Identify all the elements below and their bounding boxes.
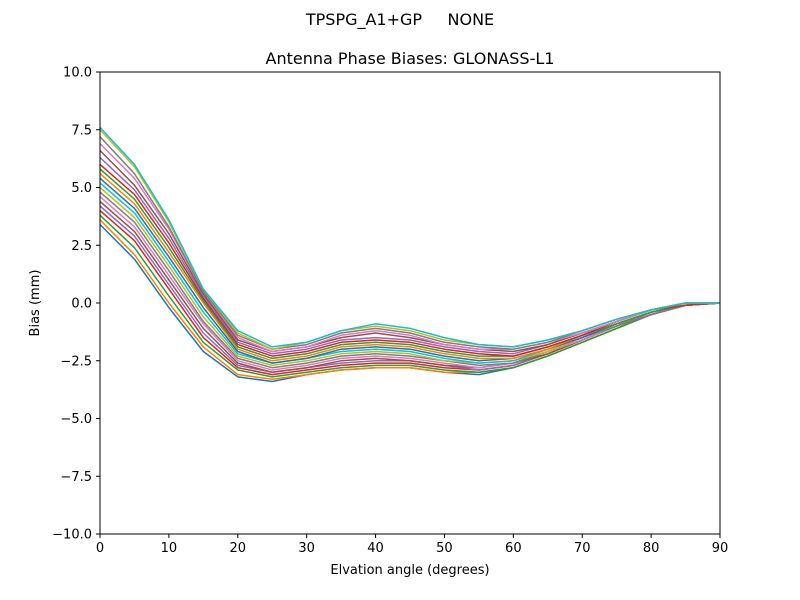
series-lines — [99, 126, 721, 383]
x-axis-ticks: 0 10 20 30 40 50 60 70 80 90 — [96, 534, 728, 556]
series-line-13 — [99, 168, 721, 360]
y-tick-label: 2.5 — [71, 239, 92, 254]
x-tick-label: 90 — [712, 541, 729, 556]
y-tick-label: −2.5 — [60, 354, 92, 369]
x-tick-label: 50 — [436, 541, 453, 556]
chart-title: Antenna Phase Biases: GLONASS-L1 — [266, 49, 555, 68]
series-line-20 — [99, 126, 720, 348]
y-tick-label: 10.0 — [63, 66, 92, 81]
x-tick-label: 10 — [161, 541, 178, 556]
y-axis-label: Bias (mm) — [28, 270, 43, 337]
figure-suptitle: TPSPG_A1+GP NONE — [0, 10, 800, 29]
y-axis-ticks: −10.0 −7.5 −5.0 −2.5 0.0 2.5 5.0 7.5 10.0 — [52, 66, 100, 543]
y-tick-label: −10.0 — [52, 528, 92, 543]
plot-frame — [99, 71, 721, 535]
x-tick-label: 30 — [298, 541, 315, 556]
x-axis-label: Elvation angle (degrees) — [330, 563, 489, 578]
y-tick-label: 0.0 — [71, 297, 92, 312]
series-line-2 — [99, 219, 721, 380]
x-tick-label: 40 — [367, 541, 384, 556]
x-tick-label: 60 — [505, 541, 522, 556]
x-tick-label: 70 — [574, 541, 591, 556]
series-line-3 — [99, 214, 721, 378]
y-tick-label: −7.5 — [60, 470, 92, 485]
x-tick-label: 20 — [230, 541, 247, 556]
suptitle-antenna: TPSPG_A1+GP — [305, 10, 423, 29]
x-tick-label: 80 — [643, 541, 660, 556]
y-tick-label: 7.5 — [71, 123, 92, 138]
x-tick-label: 0 — [96, 541, 104, 556]
suptitle-radome: NONE — [447, 10, 495, 29]
y-tick-label: 5.0 — [71, 181, 92, 196]
series-line-8 — [99, 191, 721, 369]
y-tick-label: −5.0 — [60, 412, 92, 427]
